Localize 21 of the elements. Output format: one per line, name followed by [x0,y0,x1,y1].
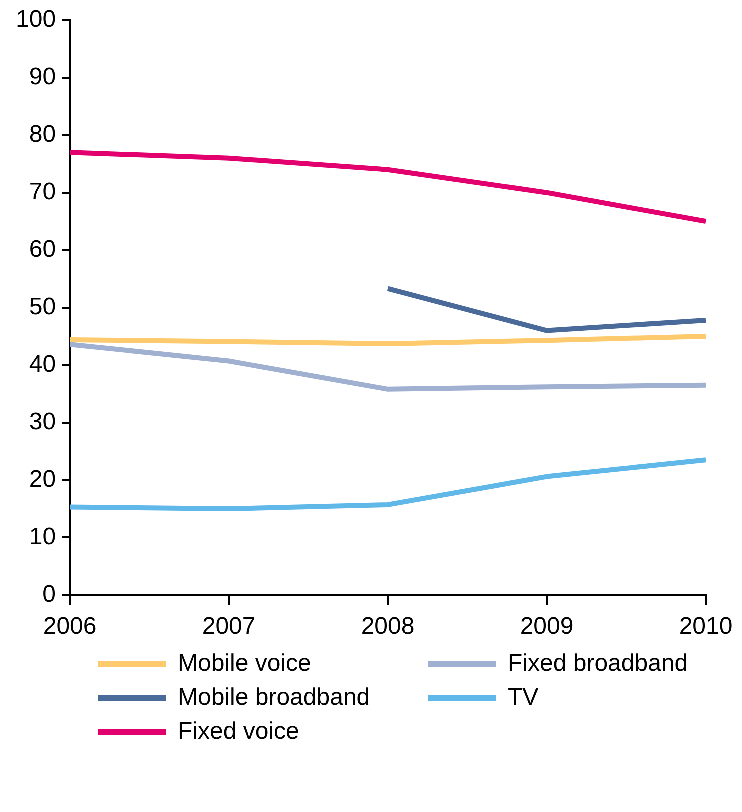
y-tick-label: 50 [29,293,56,320]
x-tick-label: 2010 [679,613,733,640]
legend-label: Fixed broadband [508,650,688,678]
legend-label: Fixed voice [178,718,300,746]
x-tick-label: 2006 [43,613,97,640]
y-tick-label: 10 [29,523,56,550]
legend-label: Mobile broadband [178,684,370,712]
y-tick-label: 0 [42,580,56,608]
x-tick-label: 2008 [361,613,415,640]
legend-label: TV [508,684,539,712]
y-tick-label: 40 [29,350,56,378]
y-tick-label: 30 [29,408,56,436]
y-tick-label: 20 [29,466,56,493]
y-tick-label: 60 [29,236,56,263]
x-tick-label: 2009 [520,613,574,640]
y-tick-label: 70 [29,178,56,206]
y-tick-label: 80 [29,120,56,148]
x-tick-label: 2007 [202,613,256,640]
legend-label: Mobile voice [178,650,312,678]
y-tick-label: 90 [29,64,56,91]
y-tick-label: 100 [16,6,56,34]
